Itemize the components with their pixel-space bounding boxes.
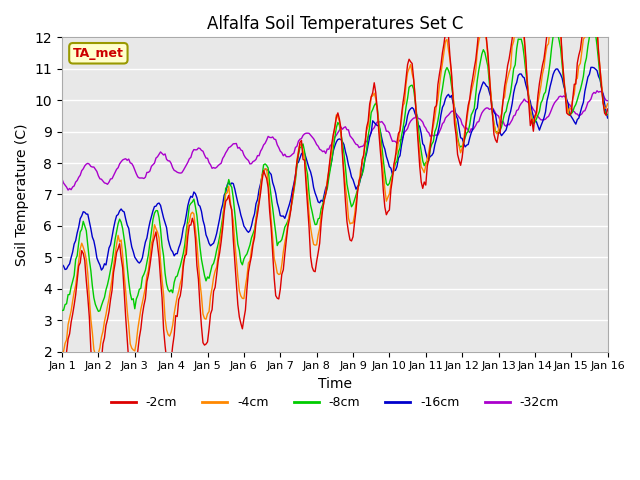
Title: Alfalfa Soil Temperatures Set C: Alfalfa Soil Temperatures Set C	[207, 15, 463, 33]
Legend: -2cm, -4cm, -8cm, -16cm, -32cm: -2cm, -4cm, -8cm, -16cm, -32cm	[106, 391, 564, 414]
Y-axis label: Soil Temperature (C): Soil Temperature (C)	[15, 123, 29, 266]
Text: TA_met: TA_met	[73, 47, 124, 60]
X-axis label: Time: Time	[318, 377, 352, 391]
